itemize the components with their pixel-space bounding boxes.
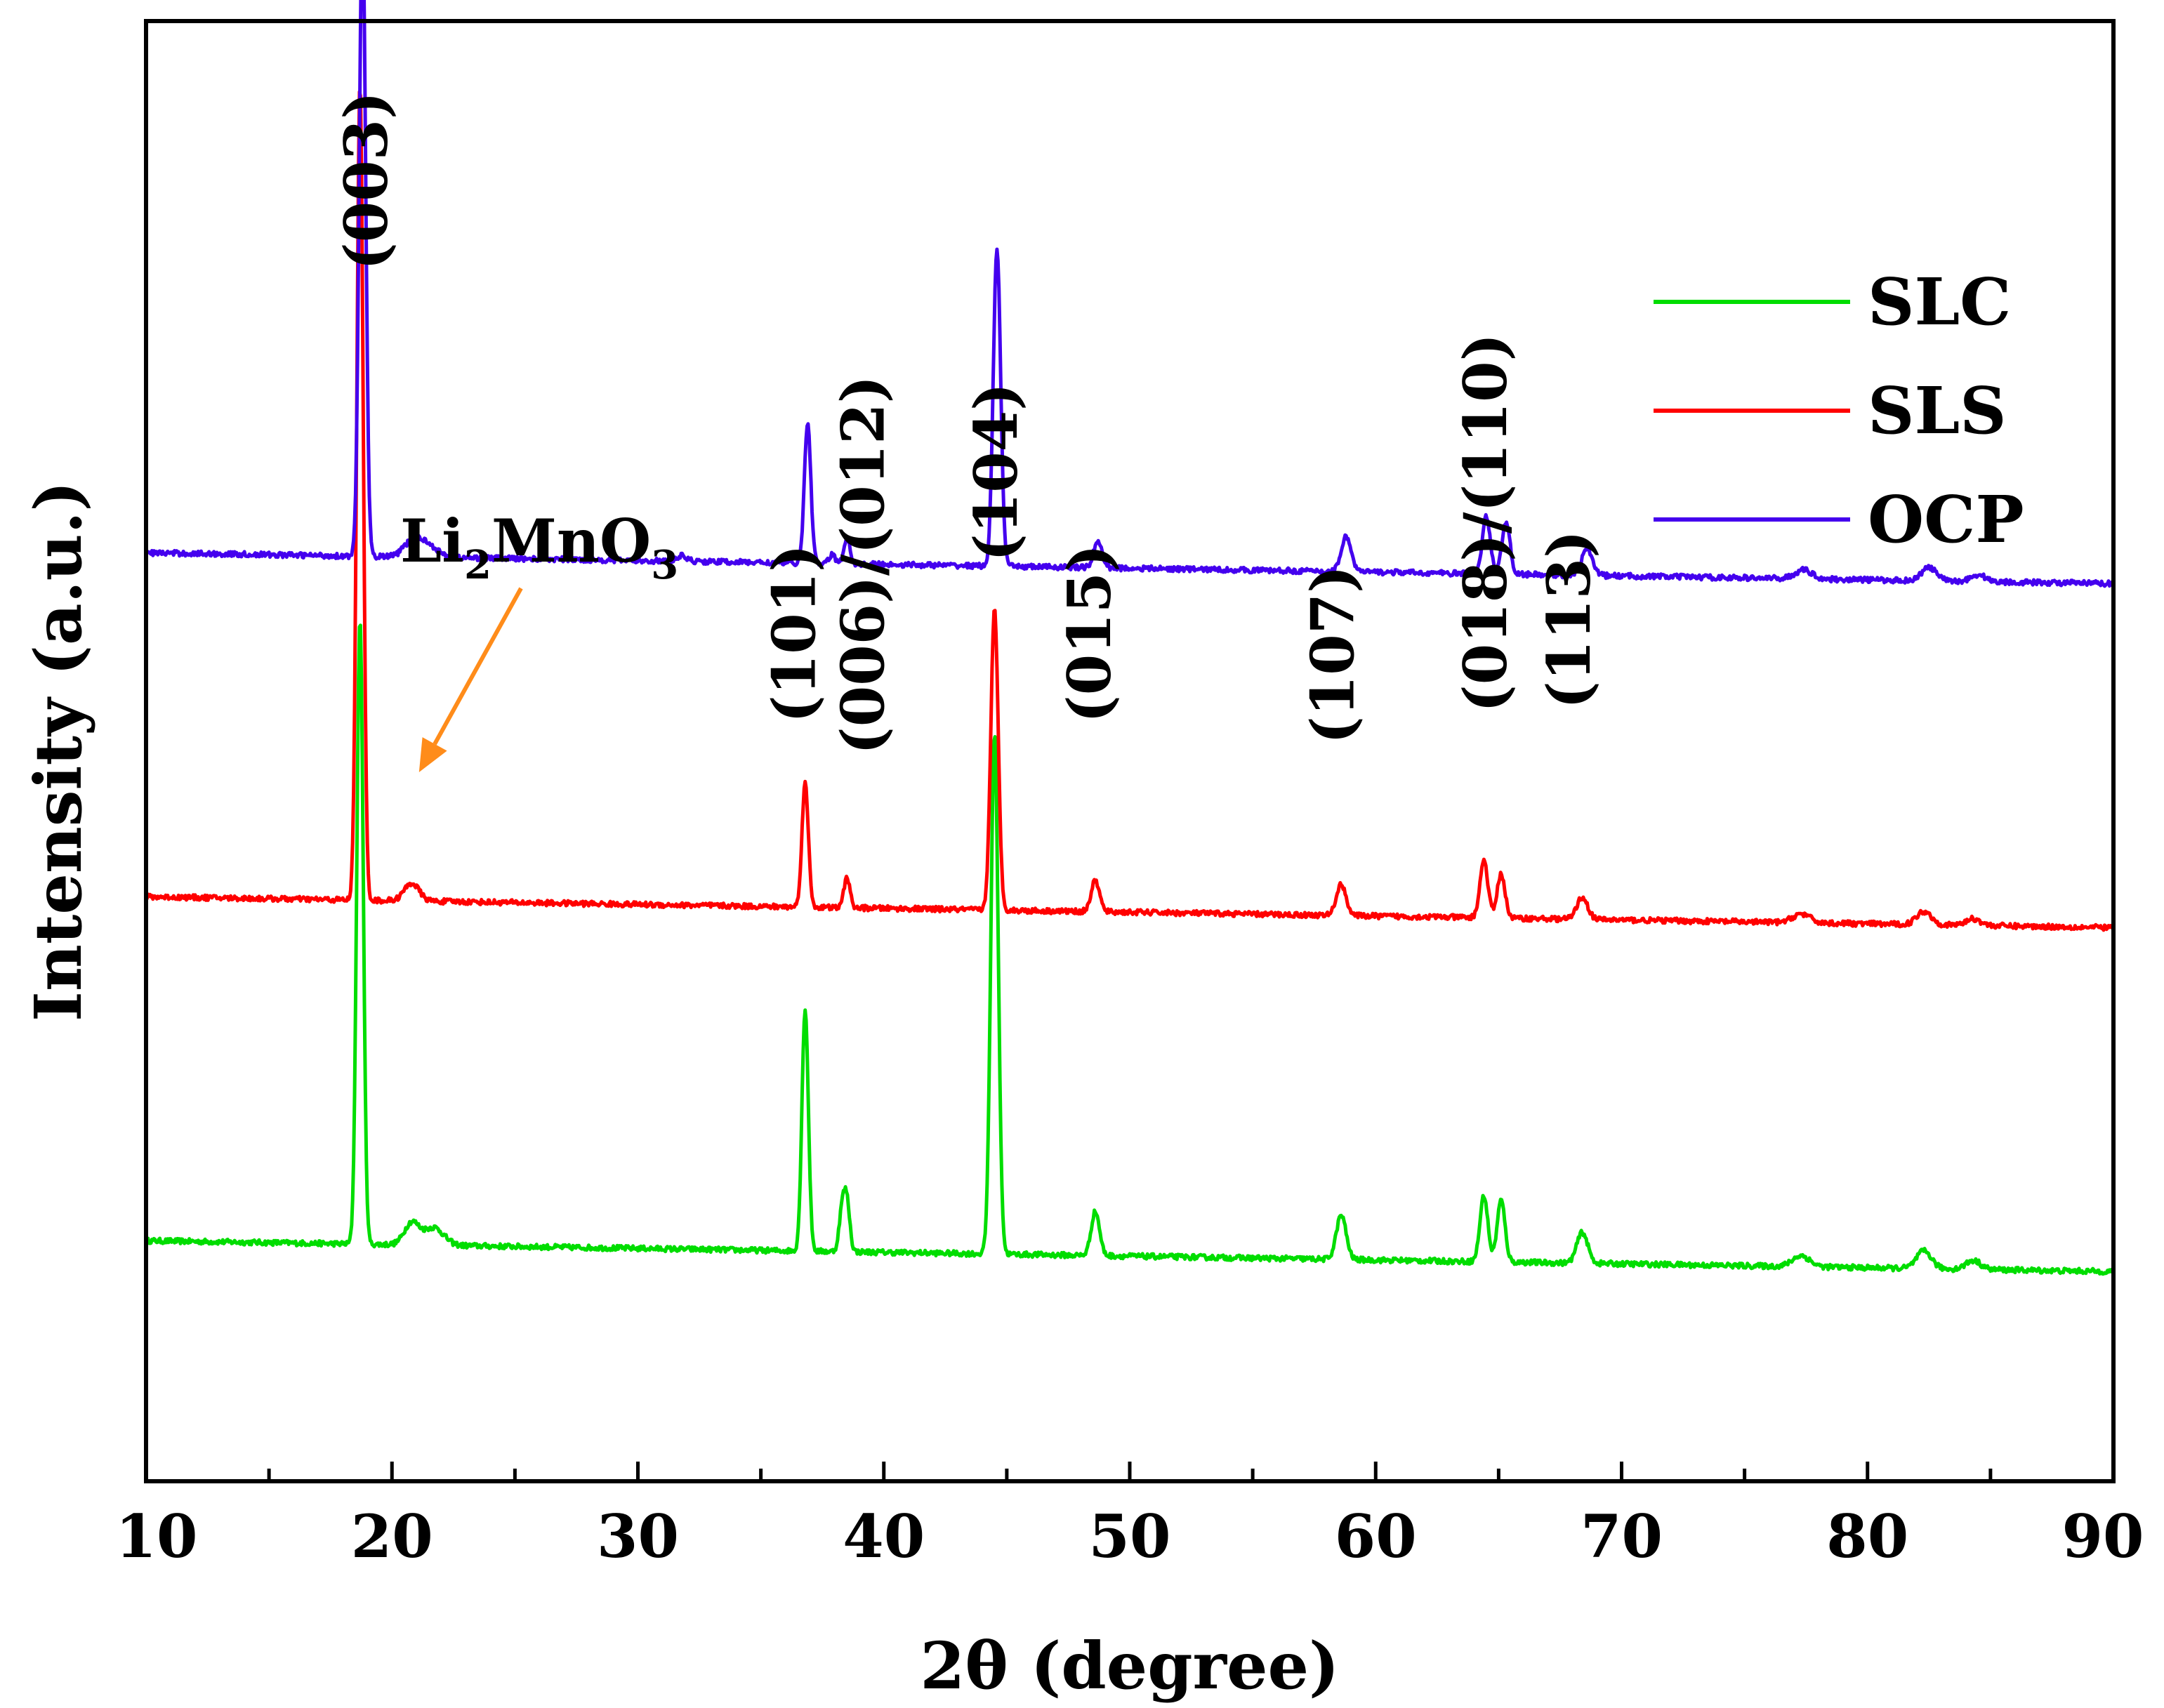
peak-label: (104): [961, 383, 1031, 562]
legend-label: SLC: [1868, 264, 2011, 340]
li2mno3-annotation: Li2MnO3: [400, 506, 678, 772]
peak-label: (015): [1055, 544, 1124, 723]
series-line-sls: [145, 90, 2115, 932]
x-tick-label: 90: [2062, 1502, 2144, 1571]
legend-item-ocp: OCP: [1654, 482, 2024, 557]
series-curves: [144, 0, 2116, 1276]
legend-item-slc: SLC: [1654, 264, 2011, 340]
series-line-ocp: [144, 0, 2116, 588]
x-tick-label: 40: [843, 1502, 925, 1571]
legend-label: OCP: [1868, 482, 2024, 557]
legend-label: SLS: [1868, 373, 2007, 449]
peak-label: (113): [1534, 530, 1604, 709]
peak-label: (018)/(110): [1451, 333, 1520, 713]
x-axis-ticks: [144, 1462, 2116, 1481]
peak-label: (006)/(012): [829, 376, 898, 755]
x-tick-label: 70: [1581, 1502, 1663, 1571]
li2mno3-arrow-head: [418, 737, 447, 772]
peak-label: (101): [760, 544, 829, 723]
peak-label: (003): [331, 91, 401, 270]
y-axis-title: Intensity (a.u.): [20, 481, 96, 1021]
x-tick-label: 80: [1826, 1502, 1908, 1571]
x-axis-title: 2θ (degree): [920, 1628, 1339, 1704]
li2mno3-label: Li2MnO3: [400, 506, 678, 588]
x-tick-label: 10: [116, 1502, 198, 1571]
legend: SLC SLS OCP: [1654, 264, 2024, 557]
peak-label: (107): [1298, 565, 1368, 744]
x-tick-label: 30: [597, 1502, 679, 1571]
legend-item-sls: SLS: [1654, 373, 2007, 449]
x-tick-label: 60: [1335, 1502, 1417, 1571]
x-tick-label: 50: [1089, 1502, 1171, 1571]
x-tick-label: 20: [351, 1502, 433, 1571]
x-axis-tick-labels: 10 20 30 40 50 60 70 80 90: [116, 1502, 2144, 1571]
peak-annotations: (003) (101) (006)/(012) (104) (015) (107) (018…: [331, 91, 1604, 755]
series-line-slc: [144, 623, 2115, 1276]
li2mno3-arrow: [433, 587, 523, 746]
